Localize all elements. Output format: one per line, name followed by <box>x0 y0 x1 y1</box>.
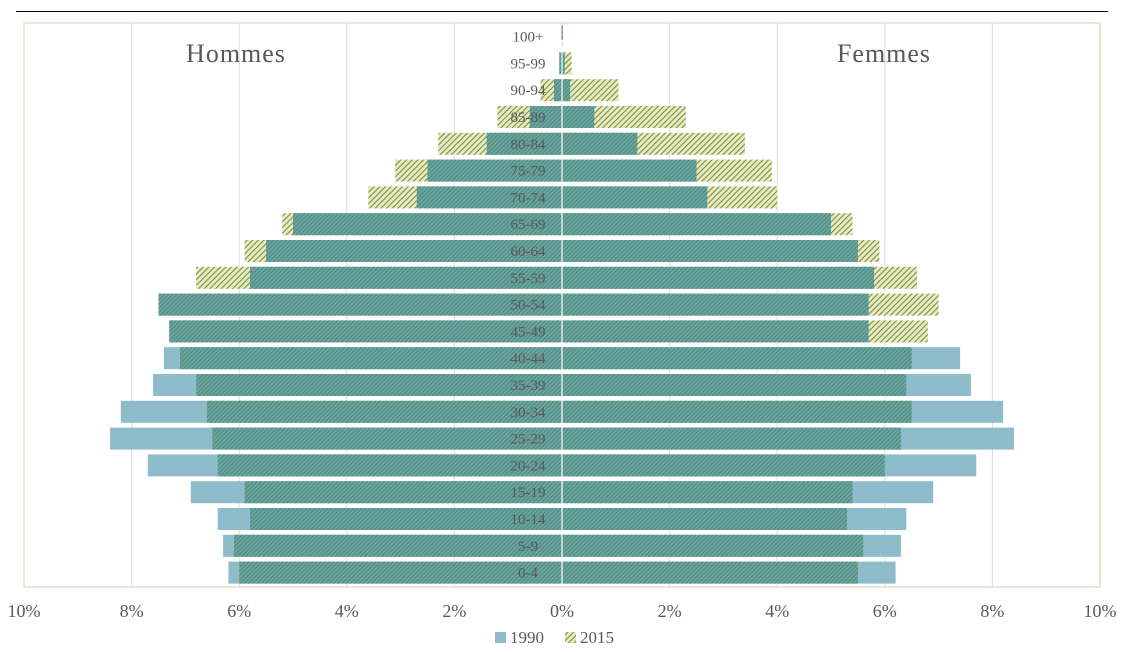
bars <box>110 25 1014 586</box>
bar-overlap-femmes-80-84 <box>562 132 638 155</box>
bar-overlap-femmes-85-89 <box>562 106 595 128</box>
x-tick-label: 4% <box>335 601 359 621</box>
age-label-65-69: 65-69 <box>511 217 546 233</box>
bar-overlap-femmes-50-54 <box>562 293 869 316</box>
age-label-85-89: 85-89 <box>511 110 546 126</box>
age-label-55-59: 55-59 <box>511 271 546 287</box>
bar-overlap-hommes-90-94 <box>553 79 562 102</box>
age-label-45-49: 45-49 <box>511 324 546 340</box>
age-label-15-19: 15-19 <box>511 485 546 501</box>
age-label-70-74: 70-74 <box>511 190 546 206</box>
bar-overlap-hommes-20-24 <box>217 454 562 477</box>
x-tick-label: 2% <box>442 601 466 621</box>
age-label-50-54: 50-54 <box>511 298 546 314</box>
bar-overlap-femmes-0-4 <box>562 561 858 584</box>
bar-overlap-hommes-95-99 <box>559 52 562 75</box>
legend-label-1990: 1990 <box>510 628 544 647</box>
age-label-20-24: 20-24 <box>511 458 546 474</box>
bar-overlap-hommes-30-34 <box>206 400 563 423</box>
x-tick-label: 10% <box>1084 601 1117 621</box>
x-tick-label: 6% <box>873 601 897 621</box>
legend-label-2015: 2015 <box>580 628 614 647</box>
age-labels: 0-4 5-9 10-14 15-19 20-24 25-29 30-34 35-39 40-4… <box>511 30 546 582</box>
age-label-0-4: 0-4 <box>518 566 538 582</box>
bar-overlap-hommes-25-29 <box>212 427 563 450</box>
bar-overlap-femmes-25-29 <box>562 427 901 450</box>
bar-overlap-femmes-55-59 <box>562 266 875 289</box>
bar-overlap-femmes-35-39 <box>562 374 907 396</box>
x-tick-label: 4% <box>765 601 789 621</box>
bar-overlap-hommes-60-64 <box>266 240 562 262</box>
bar-2015-femmes-95-99 <box>562 52 572 75</box>
bar-overlap-femmes-90-94 <box>562 79 571 102</box>
bar-overlap-femmes-45-49 <box>562 320 869 343</box>
bar-overlap-femmes-95-99 <box>562 52 565 75</box>
age-label-25-29: 25-29 <box>511 432 546 448</box>
x-tick-label: 8% <box>120 601 144 621</box>
age-label-60-64: 60-64 <box>511 244 546 260</box>
age-label-95-99: 95-99 <box>511 56 546 72</box>
bar-overlap-hommes-70-74 <box>416 186 562 209</box>
legend-swatch-2015 <box>565 632 576 643</box>
bar-overlap-hommes-80-84 <box>486 132 562 155</box>
bar-overlap-hommes-50-54 <box>158 293 562 316</box>
bar-overlap-hommes-0-4 <box>239 561 562 584</box>
bar-overlap-hommes-75-79 <box>427 159 562 182</box>
bar-overlap-femmes-20-24 <box>562 454 885 477</box>
bar-2015-femmes-90-94 <box>562 79 619 102</box>
bar-overlap-hommes-100+ <box>561 25 562 48</box>
bar-overlap-hommes-85-89 <box>529 106 562 128</box>
bar-overlap-femmes-65-69 <box>562 213 831 236</box>
age-label-5-9: 5-9 <box>518 539 538 555</box>
hommes-label: Hommes <box>186 39 286 68</box>
x-tick-label: 0% <box>550 601 574 621</box>
age-label-90-94: 90-94 <box>511 83 546 99</box>
bar-overlap-femmes-60-64 <box>562 240 858 262</box>
age-label-80-84: 80-84 <box>511 137 546 153</box>
bar-overlap-femmes-10-14 <box>562 508 848 530</box>
bar-overlap-hommes-40-44 <box>180 347 562 370</box>
bar-overlap-femmes-70-74 <box>562 186 708 209</box>
x-tick-label: 6% <box>227 601 251 621</box>
legend: 1990 2015 <box>495 628 614 647</box>
age-label-75-79: 75-79 <box>511 164 546 180</box>
bar-overlap-femmes-75-79 <box>562 159 697 182</box>
bar-overlap-femmes-5-9 <box>562 534 864 557</box>
bar-overlap-femmes-30-34 <box>562 400 912 423</box>
bar-overlap-hommes-55-59 <box>249 266 562 289</box>
age-label-35-39: 35-39 <box>511 378 546 394</box>
legend-swatch-1990 <box>495 632 506 643</box>
age-label-40-44: 40-44 <box>511 351 546 367</box>
bar-overlap-hommes-45-49 <box>169 320 562 343</box>
bar-overlap-femmes-40-44 <box>562 347 912 370</box>
bar-overlap-hommes-35-39 <box>196 374 562 396</box>
bar-overlap-hommes-10-14 <box>249 508 562 530</box>
x-axis-ticks: 10% 8% 6% 4% 2% 0% 2% 4% 6% 8% 10% <box>8 601 1117 621</box>
age-label-100+: 100+ <box>513 30 544 46</box>
x-tick-label: 2% <box>658 601 682 621</box>
top-rule <box>16 11 1108 12</box>
age-label-30-34: 30-34 <box>511 405 546 421</box>
bar-overlap-hommes-15-19 <box>244 481 562 504</box>
bar-overlap-hommes-65-69 <box>293 213 562 236</box>
bar-overlap-femmes-15-19 <box>562 481 853 504</box>
age-label-10-14: 10-14 <box>511 512 546 528</box>
bar-overlap-femmes-100+ <box>562 25 563 48</box>
femmes-label: Femmes <box>837 39 931 68</box>
x-tick-label: 10% <box>8 601 41 621</box>
x-tick-label: 8% <box>980 601 1004 621</box>
bar-overlap-hommes-5-9 <box>233 534 562 557</box>
